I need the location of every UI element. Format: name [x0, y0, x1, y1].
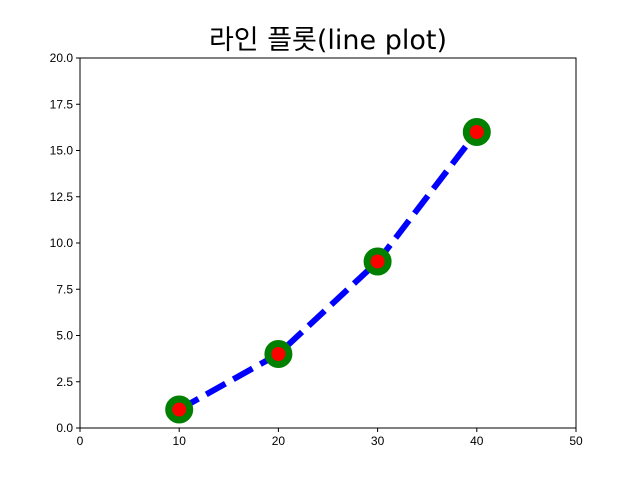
x-axis: 0 10 20 30 40 50 [77, 428, 583, 448]
y-tick-label: 12.5 [50, 190, 74, 204]
data-point-marker [462, 118, 491, 146]
data-point-marker [363, 247, 392, 276]
y-tick-label: 17.5 [50, 97, 74, 111]
series-layer [165, 118, 491, 424]
data-point-marker [264, 340, 293, 368]
y-tick-label: 0.0 [56, 421, 73, 435]
y-tick-label: 5.0 [56, 329, 73, 343]
x-tick-label: 0 [77, 434, 84, 448]
x-tick-label: 30 [371, 434, 385, 448]
x-tick-label: 10 [173, 434, 187, 448]
y-axis: 0.0 2.5 5.0 7.5 10.0 12.5 15.0 17.5 20.0 [50, 51, 80, 435]
series-line [177, 130, 480, 413]
y-tick-label: 10.0 [50, 236, 74, 250]
y-tick-label: 20.0 [50, 51, 74, 65]
y-tick-label: 7.5 [56, 282, 73, 296]
x-tick-label: 20 [272, 434, 286, 448]
data-point-marker [165, 395, 194, 424]
x-tick-label: 50 [569, 434, 583, 448]
plot-area-frame [79, 57, 577, 429]
y-tick-label: 2.5 [56, 375, 73, 389]
y-tick-label: 15.0 [50, 144, 74, 158]
x-tick-label: 40 [470, 434, 484, 448]
chart-title: 라인 플롯(line plot) [209, 25, 447, 56]
